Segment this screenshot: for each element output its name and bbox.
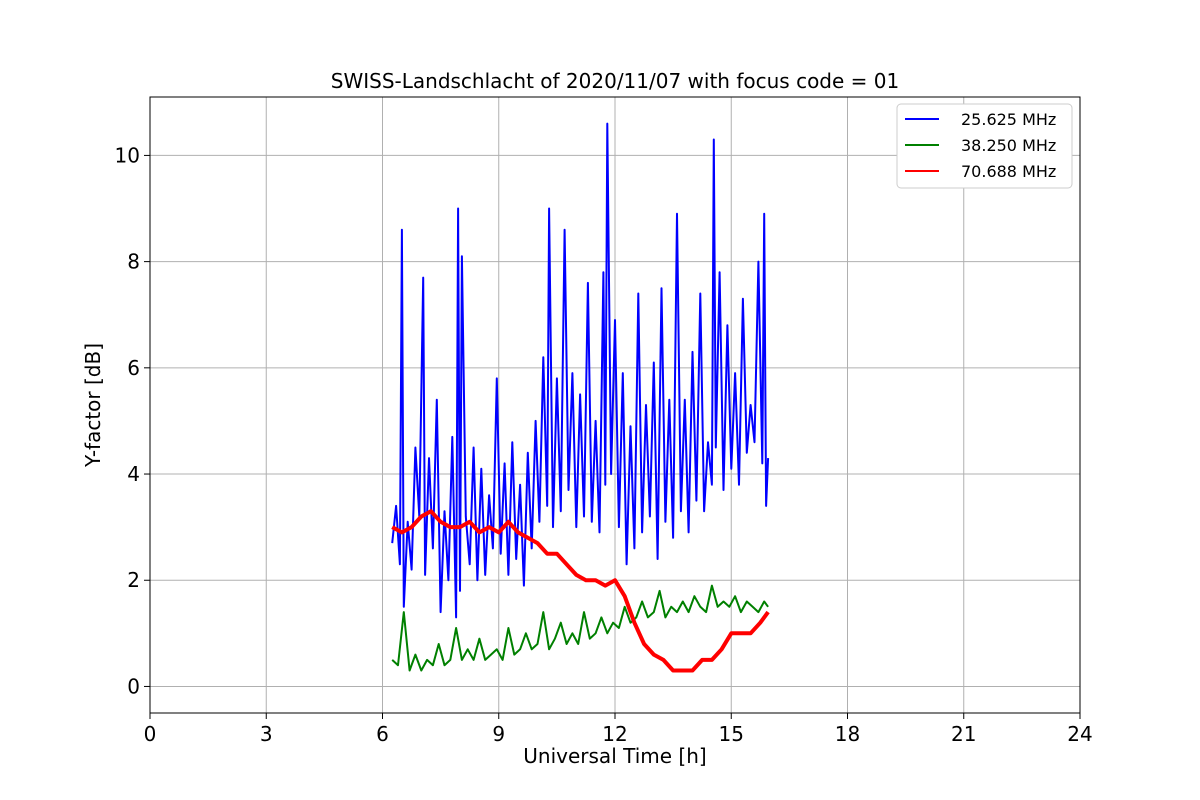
x-tick-label: 9 <box>492 722 505 746</box>
y-tick-label: 2 <box>127 568 140 592</box>
x-tick-label: 18 <box>835 722 860 746</box>
y-axis: 0 2 4 6 8 10 <box>115 143 150 698</box>
y-tick-label: 0 <box>127 674 140 698</box>
legend-box <box>896 103 1073 189</box>
x-tick-label: 21 <box>951 722 976 746</box>
x-tick-label: 24 <box>1067 722 1092 746</box>
x-tick-label: 6 <box>376 722 389 746</box>
legend: 25.625 MHz 38.250 MHz 70.688 MHz <box>896 103 1073 189</box>
x-tick-label: 15 <box>719 722 744 746</box>
x-tick-label: 0 <box>144 722 157 746</box>
y-tick-label: 10 <box>115 143 140 167</box>
x-tick-label: 12 <box>602 722 627 746</box>
y-tick-label: 8 <box>127 250 140 274</box>
series-line-3 <box>391 509 770 673</box>
y-tick-label: 6 <box>127 356 140 380</box>
y-tick-label: 4 <box>127 462 140 486</box>
y-axis-label: Y-factor [dB] <box>81 343 105 468</box>
x-tick-label: 3 <box>260 722 273 746</box>
series-line-2 <box>391 584 769 672</box>
legend-label: 70.688 MHz <box>961 162 1056 181</box>
legend-label: 38.250 MHz <box>961 136 1056 155</box>
x-axis-label: Universal Time [h] <box>523 744 706 768</box>
legend-label: 25.625 MHz <box>961 110 1056 129</box>
series-line-1 <box>391 122 770 619</box>
series-group <box>391 122 770 673</box>
x-axis: 0 3 6 9 12 15 18 21 24 <box>144 713 1093 746</box>
chart-title: SWISS-Landschlacht of 2020/11/07 with fo… <box>331 69 899 93</box>
